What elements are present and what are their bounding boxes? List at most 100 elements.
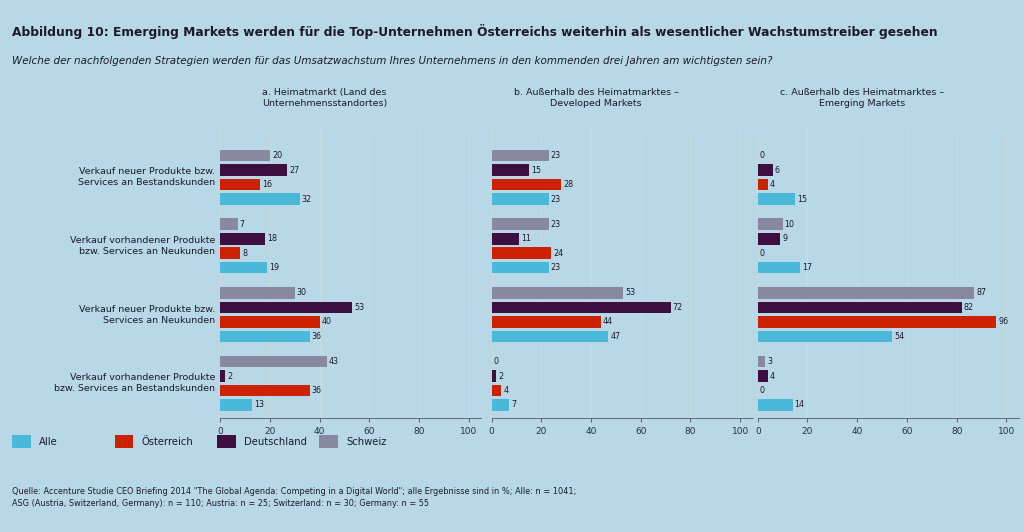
Text: 0: 0 (494, 357, 499, 366)
Text: 6: 6 (775, 165, 779, 174)
Text: 47: 47 (610, 332, 621, 341)
Text: 3: 3 (767, 357, 772, 366)
Bar (758, 164, 773, 176)
Text: 27: 27 (290, 165, 300, 174)
Text: 28: 28 (563, 180, 573, 189)
Bar (220, 150, 270, 161)
Text: 16: 16 (262, 180, 272, 189)
Text: 11: 11 (521, 234, 530, 243)
Text: Welche der nachfolgenden Strategien werden für das Umsatzwachstum Ihres Unterneh: Welche der nachfolgenden Strategien werd… (12, 56, 773, 66)
Text: 96: 96 (998, 318, 1009, 326)
Bar (492, 330, 608, 342)
Bar (758, 219, 782, 230)
Bar (492, 399, 509, 411)
Text: 0: 0 (760, 151, 765, 160)
Bar (492, 219, 549, 230)
Bar (220, 330, 309, 342)
Text: 0: 0 (760, 248, 765, 257)
Text: 8: 8 (242, 248, 247, 257)
Bar (758, 330, 892, 342)
Bar (220, 164, 288, 176)
Text: c. Außerhalb des Heimatmarktes –
Emerging Markets: c. Außerhalb des Heimatmarktes – Emergin… (780, 88, 944, 108)
Bar (220, 247, 240, 259)
Bar (220, 356, 327, 368)
Text: 7: 7 (511, 401, 516, 410)
Bar (492, 150, 549, 161)
Text: 9: 9 (782, 234, 787, 243)
Bar (492, 316, 601, 328)
Bar (492, 233, 519, 245)
Text: 14: 14 (795, 401, 805, 410)
Text: b. Außerhalb des Heimatmarktes –
Developed Markets: b. Außerhalb des Heimatmarktes – Develop… (513, 88, 679, 108)
Text: 44: 44 (603, 318, 613, 326)
Text: Deutschland: Deutschland (244, 437, 307, 446)
Bar (492, 193, 549, 205)
Text: 18: 18 (267, 234, 276, 243)
Text: 10: 10 (784, 220, 795, 229)
Text: 43: 43 (329, 357, 339, 366)
Text: 23: 23 (551, 151, 561, 160)
Text: 20: 20 (272, 151, 282, 160)
Bar (758, 179, 768, 190)
Text: 53: 53 (626, 288, 636, 297)
Text: 82: 82 (964, 303, 974, 312)
Text: Quelle: Accenture Studie CEO Briefing 2014 "The Global Agenda: Competing in a Di: Quelle: Accenture Studie CEO Briefing 20… (12, 487, 577, 508)
Bar (220, 219, 238, 230)
Bar (758, 287, 974, 299)
Bar (220, 287, 295, 299)
Bar (220, 316, 319, 328)
Bar (220, 302, 352, 313)
Text: 4: 4 (504, 386, 509, 395)
Text: 23: 23 (551, 195, 561, 204)
Text: 40: 40 (322, 318, 332, 326)
Bar (758, 356, 765, 368)
Bar (220, 193, 300, 205)
Text: 53: 53 (354, 303, 365, 312)
Text: 15: 15 (530, 165, 541, 174)
Bar (758, 370, 768, 382)
Text: 19: 19 (269, 263, 280, 272)
Text: Alle: Alle (39, 437, 57, 446)
Text: 23: 23 (551, 220, 561, 229)
Bar (220, 233, 265, 245)
Bar (492, 302, 671, 313)
Bar (758, 233, 780, 245)
Text: 4: 4 (770, 371, 775, 380)
Bar (492, 247, 551, 259)
Text: 30: 30 (297, 288, 307, 297)
Text: 87: 87 (976, 288, 986, 297)
Bar (492, 262, 549, 273)
Bar (758, 302, 962, 313)
Bar (220, 370, 225, 382)
Text: Schweiz: Schweiz (346, 437, 386, 446)
Bar (758, 262, 800, 273)
Bar (492, 370, 497, 382)
Text: 17: 17 (802, 263, 812, 272)
Text: Verkauf neuer Produkte bzw.
Services an Neukunden: Verkauf neuer Produkte bzw. Services an … (79, 305, 215, 325)
Text: 32: 32 (302, 195, 312, 204)
Text: Verkauf neuer Produkte bzw.
Services an Bestandskunden: Verkauf neuer Produkte bzw. Services an … (78, 167, 215, 187)
Text: 0: 0 (760, 386, 765, 395)
Text: 36: 36 (311, 332, 322, 341)
Text: 36: 36 (311, 386, 322, 395)
Bar (492, 287, 624, 299)
Text: 15: 15 (797, 195, 807, 204)
Bar (220, 179, 260, 190)
Text: 23: 23 (551, 263, 561, 272)
Text: Verkauf vorhandener Produkte
bzw. Services an Neukunden: Verkauf vorhandener Produkte bzw. Servic… (70, 236, 215, 256)
Bar (492, 385, 502, 396)
Text: 2: 2 (227, 371, 232, 380)
Bar (220, 399, 253, 411)
Text: Verkauf vorhandener Produkte
bzw. Services an Bestandskunden: Verkauf vorhandener Produkte bzw. Servic… (54, 373, 215, 393)
Text: 72: 72 (673, 303, 683, 312)
Text: 24: 24 (553, 248, 563, 257)
Text: 2: 2 (499, 371, 504, 380)
Text: 54: 54 (894, 332, 904, 341)
Bar (220, 262, 267, 273)
Bar (492, 179, 561, 190)
Text: 13: 13 (255, 401, 264, 410)
Text: Abbildung 10: Emerging Markets werden für die Top-Unternehmen Österreichs weiter: Abbildung 10: Emerging Markets werden fü… (12, 24, 938, 39)
Text: 4: 4 (770, 180, 775, 189)
Bar (758, 399, 793, 411)
Bar (220, 385, 309, 396)
